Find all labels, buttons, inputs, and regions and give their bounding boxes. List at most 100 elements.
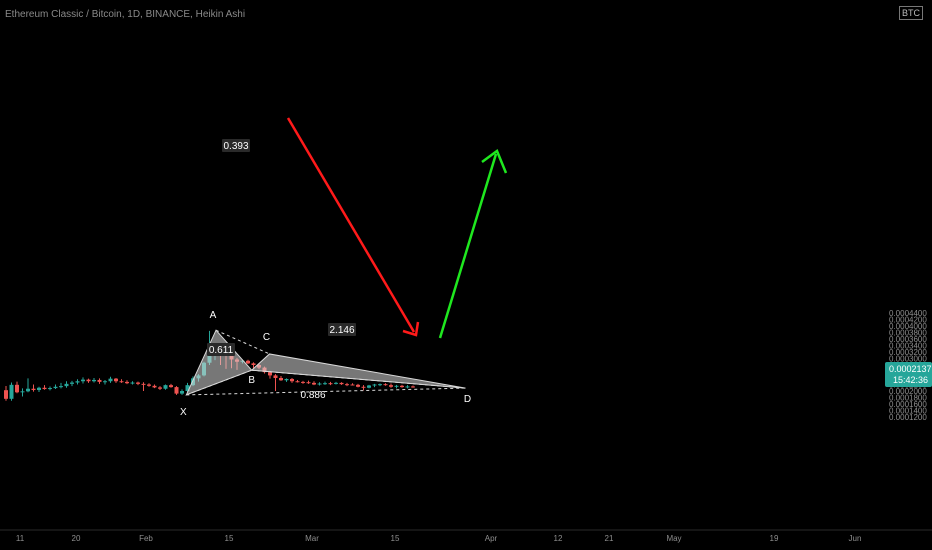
candle-body [174, 387, 179, 394]
red-arrow-head-icon [402, 321, 420, 337]
candle-body [246, 360, 250, 364]
candle-body [405, 386, 410, 388]
x-tick-label: Mar [305, 534, 319, 543]
y-tick-label: 0.0001200 [889, 413, 927, 422]
y-tick-label: 0.0002000 [889, 387, 927, 396]
ratio-label-box [222, 139, 250, 152]
candle-body [312, 382, 316, 385]
x-tick-label: May [666, 534, 681, 543]
candle-body [59, 386, 63, 388]
candle-body [136, 382, 140, 384]
candle-body [290, 378, 294, 382]
green-arrow-icon [438, 153, 498, 339]
x-tick-label: 15 [225, 534, 234, 543]
candle-body [268, 372, 272, 376]
x-tick-label: 15 [391, 534, 400, 543]
candle-body [334, 382, 338, 384]
ratio-label: 2.146 [329, 325, 354, 336]
candle-body [367, 385, 371, 388]
candle-body [97, 379, 102, 382]
y-tick-label: 0.0003200 [889, 348, 927, 357]
candle-body [251, 363, 256, 365]
candle-body [185, 385, 190, 391]
currency-badge[interactable]: BTC [899, 6, 923, 20]
y-tick-label: 0.0003400 [889, 342, 927, 351]
candle-body [26, 388, 30, 392]
candle-body [400, 385, 404, 388]
y-tick-label: 0.0003800 [889, 329, 927, 338]
candle-body [345, 384, 349, 386]
candle-body [411, 386, 415, 388]
candle-body [75, 381, 80, 383]
candle-body [394, 385, 399, 387]
candle-body [9, 384, 14, 399]
x-tick-label: 11 [16, 534, 25, 543]
projection-arrows [286, 117, 508, 339]
candle-body [37, 387, 41, 391]
candle-body [119, 381, 124, 383]
candle-body [361, 386, 366, 388]
green-arrow-head-icon [481, 149, 508, 174]
candle-body [64, 383, 69, 387]
candle-body [158, 387, 162, 389]
pattern-point-label: X [180, 407, 187, 418]
candle-body [163, 385, 168, 389]
pattern-bcd-triangle [250, 353, 466, 389]
candle-body [350, 384, 355, 386]
candle-body [53, 386, 58, 389]
candle-body [48, 388, 52, 390]
candle-body [295, 381, 300, 383]
y-tick-label: 0.0003000 [889, 355, 927, 364]
candle-body [389, 385, 393, 387]
candle-body [31, 388, 36, 391]
candle-body [169, 385, 173, 388]
y-tick-label: 0.0001600 [889, 400, 927, 409]
ratio-label: 0.611 [209, 345, 234, 356]
candle-body [147, 384, 151, 386]
last-price-value: 0.0002137 [889, 364, 932, 374]
x-tick-label: 12 [554, 534, 563, 543]
chart-title: Ethereum Classic / Bitcoin, 1D, BINANCE,… [5, 9, 246, 20]
candle-body [141, 383, 146, 385]
pattern-xd-line [186, 387, 466, 396]
pattern-point-label: A [210, 310, 217, 321]
x-tick-label: 19 [770, 534, 779, 543]
y-tick-label: 0.0001400 [889, 407, 927, 416]
candle-body [356, 384, 360, 387]
candle-body [378, 384, 382, 386]
x-tick-label: 20 [72, 534, 81, 543]
pattern-point-label: B [248, 375, 255, 386]
candle-body [152, 385, 157, 388]
pattern-point-label: C [263, 332, 270, 343]
candle-body [279, 378, 283, 381]
x-tick-label: Apr [485, 534, 498, 543]
ratio-label: 0.393 [223, 141, 248, 152]
pattern-ac-line [215, 329, 270, 355]
candle-body [180, 391, 184, 394]
candle-body [339, 382, 344, 385]
candle-body [306, 382, 311, 384]
candle-body [15, 384, 19, 393]
y-tick-label: 0.0004000 [889, 322, 927, 331]
candle-body [383, 384, 388, 386]
candle-body [42, 387, 47, 390]
candle-body [108, 378, 113, 382]
x-axis[interactable]: 11 20 Feb 15 Mar 15 Apr 12 21 May 19 Jun [16, 534, 862, 543]
x-tick-label: Feb [139, 534, 153, 543]
candle-body [81, 379, 85, 382]
candle-body [20, 391, 25, 393]
candle-body [4, 390, 8, 399]
candle-body [86, 379, 91, 382]
harmonic-pattern: X A B C D 0.393 0.611 2.146 0.886 [180, 139, 471, 418]
y-tick-label: 0.0004400 [889, 309, 927, 318]
candle-body [284, 378, 289, 381]
candle-body [103, 381, 107, 383]
candle-body [301, 381, 305, 383]
candle-body [317, 383, 322, 385]
candle-body [328, 383, 333, 385]
candle-body [125, 381, 129, 384]
x-tick-label: Jun [849, 534, 862, 543]
bar-countdown: 15:42:36 [893, 375, 928, 385]
